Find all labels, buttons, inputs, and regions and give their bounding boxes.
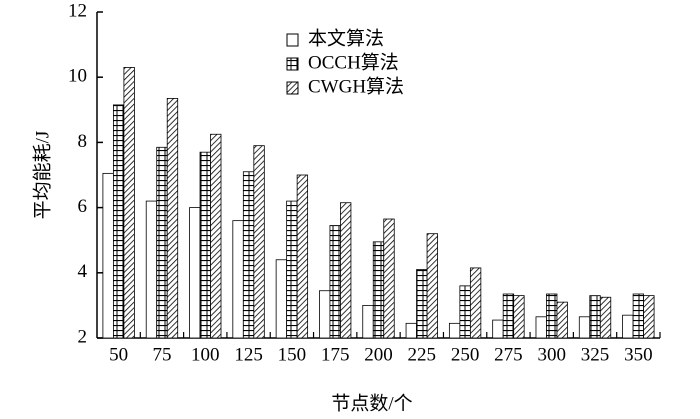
bar — [643, 295, 655, 339]
bar — [589, 295, 601, 339]
bar — [296, 174, 309, 339]
x-tick-label: 250 — [451, 344, 480, 365]
x-tick-label: 50 — [109, 344, 128, 365]
bar — [416, 269, 428, 339]
y-axis-label: 平均能耗/J — [31, 131, 53, 220]
bar — [286, 200, 298, 339]
bar — [599, 296, 612, 339]
x-axis-label: 节点数/个 — [331, 392, 412, 414]
bar — [123, 67, 135, 339]
bar — [156, 146, 168, 339]
bar — [469, 267, 482, 339]
y-tick-label: 2 — [78, 326, 88, 347]
bar — [340, 202, 352, 339]
bar — [362, 304, 374, 339]
legend-label: 本文算法 — [308, 27, 384, 49]
bar — [383, 218, 395, 339]
x-tick-label: 175 — [321, 344, 350, 365]
bar — [426, 233, 438, 339]
x-tick-label: 150 — [278, 344, 307, 365]
bar — [459, 285, 471, 339]
bar — [113, 104, 125, 339]
x-tick-label: 275 — [494, 344, 523, 365]
bar — [622, 314, 634, 339]
x-tick-label: 75 — [152, 344, 171, 365]
x-tick-label: 300 — [537, 344, 566, 365]
y-tick-label: 12 — [68, 0, 87, 21]
bar — [189, 207, 201, 339]
x-tick-label: 350 — [624, 344, 653, 365]
bar — [513, 295, 525, 339]
legend-swatch — [286, 33, 299, 47]
legend-swatch — [286, 57, 299, 71]
bar — [502, 293, 515, 339]
legend-label: OCCH算法 — [308, 51, 399, 73]
bar — [319, 290, 331, 339]
bar — [448, 322, 461, 339]
bar — [329, 225, 341, 339]
bar — [199, 151, 211, 339]
bar — [102, 172, 114, 339]
bar — [535, 316, 547, 339]
bar — [166, 97, 179, 339]
bar — [253, 145, 265, 339]
x-tick-label: 100 — [191, 344, 220, 365]
bar — [556, 301, 568, 339]
x-tick-label: 225 — [408, 344, 437, 365]
legend-label: CWGH算法 — [308, 75, 404, 97]
bar — [145, 200, 158, 339]
x-tick-label: 200 — [364, 344, 393, 365]
bar — [372, 241, 385, 339]
bar — [232, 220, 244, 339]
y-tick-label: 8 — [78, 131, 88, 152]
y-tick-label: 6 — [78, 196, 88, 217]
y-tick-label: 10 — [68, 66, 87, 87]
bar — [492, 319, 504, 339]
x-tick-label: 125 — [234, 344, 263, 365]
y-tick-label: 4 — [78, 261, 88, 282]
bar — [578, 316, 591, 339]
bar — [275, 259, 288, 339]
bar — [405, 322, 417, 339]
bar — [546, 293, 558, 339]
bar — [210, 133, 222, 339]
bar — [242, 171, 255, 339]
legend-swatch — [286, 81, 299, 95]
bar — [632, 293, 644, 339]
x-tick-label: 325 — [581, 344, 610, 365]
